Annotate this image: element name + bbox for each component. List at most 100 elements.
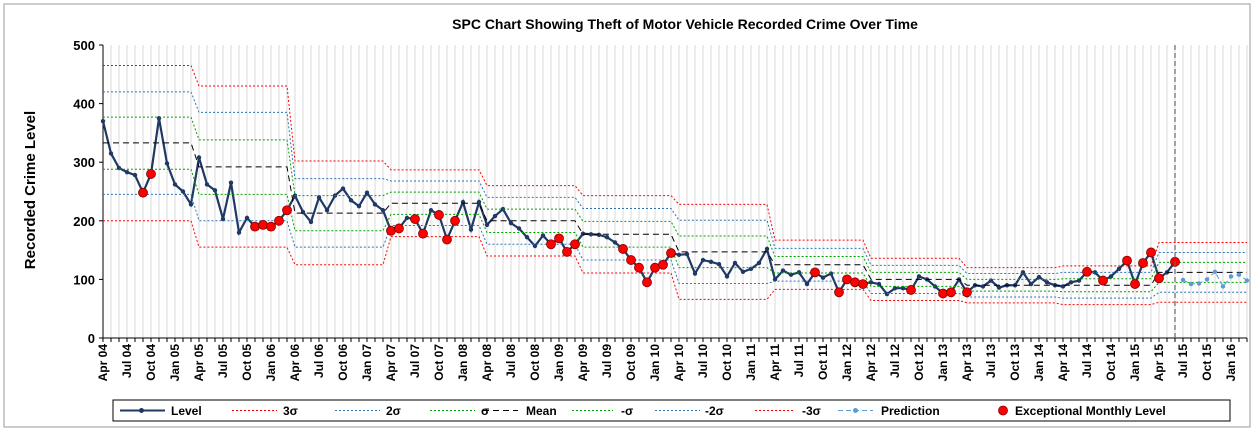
point: [788, 272, 794, 277]
exceptional-point: [394, 223, 404, 234]
x-tick-label: Jan 08: [456, 344, 470, 382]
point: [212, 188, 218, 193]
x-tick-label: Apr 12: [864, 344, 878, 382]
point: [100, 118, 106, 124]
x-tick-label: Jan 15: [1128, 344, 1142, 382]
legend-label: Level: [171, 404, 202, 418]
point: [1228, 274, 1234, 279]
exceptional-point: [386, 225, 396, 236]
point: [124, 169, 130, 175]
legend-label: -2σ: [705, 404, 724, 418]
x-tick-label: Apr 09: [576, 344, 590, 382]
legend-label: Mean: [526, 404, 557, 418]
x-tick-label: Jul 13: [984, 344, 998, 378]
point: [540, 233, 546, 238]
point: [708, 259, 714, 265]
point: [900, 285, 906, 291]
x-tick-label: Oct 06: [336, 344, 350, 381]
series-line: [1182, 270, 1248, 288]
exceptional-point: [554, 233, 564, 244]
exceptional-point: [906, 285, 916, 295]
exceptional-point: [258, 220, 268, 230]
point: [1244, 278, 1250, 283]
x-tick-label: Oct 12: [912, 344, 926, 381]
y-axis-label: Recorded Crime Level: [22, 111, 39, 269]
x-tick-label: Jul 11: [792, 344, 806, 378]
point: [1108, 274, 1114, 279]
point: [404, 215, 410, 221]
x-tick-label: Jul 04: [120, 344, 134, 378]
legend-label: Prediction: [881, 404, 940, 418]
x-tick-label: Oct 14: [1104, 344, 1118, 381]
x-tick-label: Oct 10: [720, 344, 734, 381]
point: [1180, 277, 1186, 283]
exceptional-point: [138, 187, 148, 198]
point: [780, 268, 786, 273]
point: [820, 275, 826, 280]
point: [724, 274, 730, 279]
point: [740, 269, 746, 274]
y-tick-label: 200: [73, 214, 95, 229]
point: [1028, 281, 1034, 287]
point: [804, 281, 810, 287]
point: [1188, 281, 1194, 287]
point: [1092, 270, 1098, 275]
point: [204, 182, 210, 187]
point: [1212, 269, 1218, 274]
x-tick-label: Oct 13: [1008, 344, 1022, 381]
point: [372, 202, 378, 207]
point: [340, 186, 346, 191]
x-tick-label: Apr 15: [1152, 344, 1166, 382]
exceptional-point: [858, 279, 868, 289]
point: [180, 189, 186, 194]
x-tick-label: Jan 14: [1032, 344, 1046, 382]
legend-symbol: [139, 408, 144, 413]
x-tick-label: Oct 09: [624, 344, 638, 381]
point: [1068, 280, 1074, 285]
x-tick-label: Jan 12: [840, 344, 854, 382]
point: [772, 277, 778, 282]
point: [1220, 284, 1226, 289]
x-tick-label: Jul 10: [696, 344, 710, 378]
point: [692, 271, 698, 276]
point: [364, 190, 370, 195]
exceptional-point: [434, 210, 444, 220]
point: [892, 285, 898, 291]
point: [916, 274, 922, 279]
x-tick-label: Apr 07: [384, 344, 398, 382]
x-tick-label: Apr 04: [96, 344, 110, 382]
legend-symbol: [998, 405, 1008, 416]
series-line: [103, 142, 1247, 286]
point: [308, 219, 314, 225]
x-tick-label: Jul 06: [312, 344, 326, 378]
legend-label: -3σ: [802, 404, 821, 418]
point: [1116, 266, 1122, 272]
exceptional-point: [834, 287, 844, 298]
exceptional-point: [1154, 273, 1164, 284]
exceptional-point: [274, 215, 284, 226]
point: [884, 291, 890, 297]
legend-label: 3σ: [283, 404, 298, 418]
exceptional-point: [938, 288, 948, 299]
x-tick-label: Oct 07: [432, 344, 446, 381]
point: [1204, 277, 1210, 282]
x-tick-label: Apr 05: [192, 344, 206, 382]
point: [524, 235, 530, 240]
x-tick-label: Apr 13: [960, 344, 974, 382]
x-tick-label: Jan 16: [1224, 344, 1238, 382]
point: [428, 208, 434, 213]
point: [596, 232, 602, 238]
point: [228, 180, 234, 185]
exceptional-point: [546, 239, 556, 250]
point: [1076, 278, 1082, 283]
exceptional-point: [946, 287, 956, 298]
x-tick-label: Jan 07: [360, 344, 374, 382]
series-line: [103, 91, 1247, 275]
y-tick-label: 100: [73, 272, 95, 287]
x-tick-label: Jan 11: [744, 344, 758, 381]
x-tick-label: Oct 04: [144, 344, 158, 381]
point: [796, 270, 802, 275]
point: [532, 243, 538, 249]
point: [196, 155, 202, 160]
